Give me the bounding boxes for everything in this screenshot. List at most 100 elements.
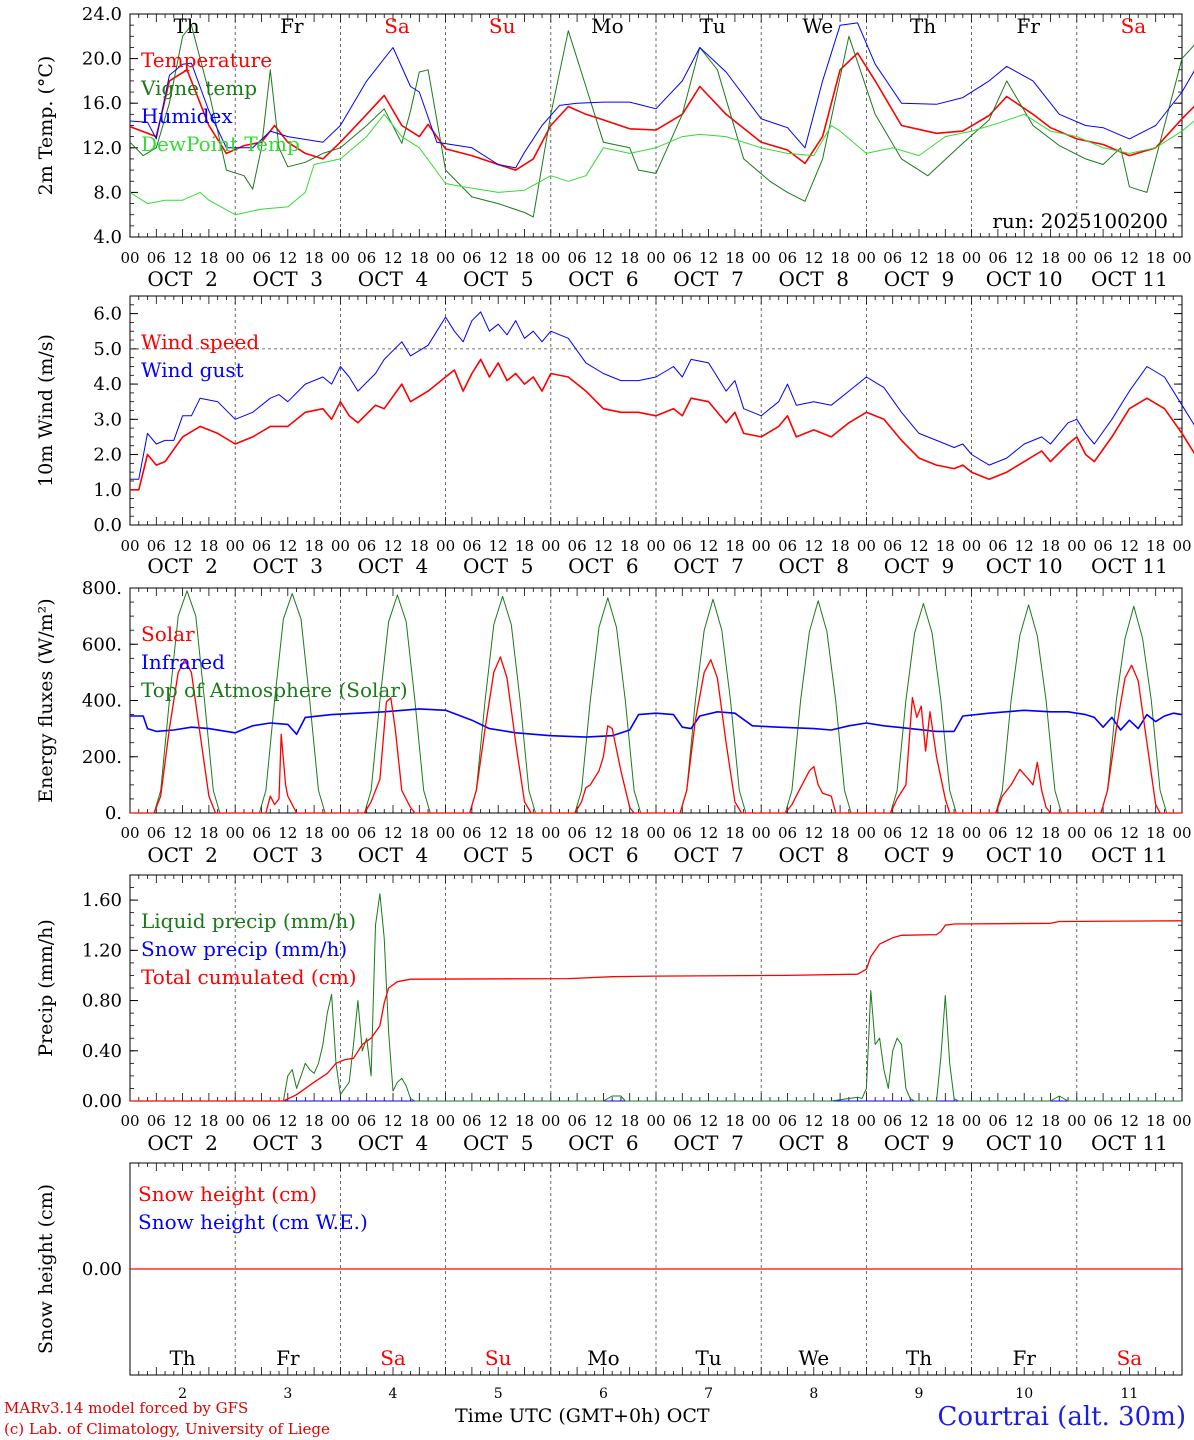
hour-tick-label: 06 (462, 249, 481, 267)
weekday-label: Th (169, 1346, 195, 1370)
date-label: OCT 10 (986, 554, 1063, 578)
hour-tick-label: 18 (725, 824, 744, 842)
hour-tick-label: 18 (410, 249, 429, 267)
hour-tick-label: 18 (199, 1112, 218, 1130)
hour-tick-label: 06 (462, 1112, 481, 1130)
hour-tick-label: 00 (331, 249, 350, 267)
hour-tick-label: 12 (804, 249, 823, 267)
hour-tick-label: 12 (804, 1112, 823, 1130)
hour-tick-label: 00 (436, 824, 455, 842)
hour-tick-label: 12 (909, 537, 928, 555)
hour-tick-label: 12 (383, 824, 402, 842)
y-tick-label: 4.0 (93, 374, 122, 395)
hour-tick-label: 00 (1172, 249, 1191, 267)
y-tick-label: 2.0 (93, 445, 122, 466)
hour-tick-label: 18 (1146, 824, 1165, 842)
hour-tick-label: 06 (147, 249, 166, 267)
day-number-label: 11 (1120, 1386, 1138, 1402)
panel-5: 0.00 Snow height (cm) Snow height (cm) Snow… (35, 1162, 1183, 1402)
date-label: OCT 10 (986, 267, 1063, 291)
hour-tick-label: 06 (883, 249, 902, 267)
series-line-wind-speed (130, 358, 1194, 491)
hour-tick-label: 18 (831, 1112, 850, 1130)
hour-tick-label: 06 (673, 537, 692, 555)
hour-tick-label: 06 (673, 824, 692, 842)
copyright-credit: (c) Lab. of Climatology, University of L… (4, 1420, 330, 1438)
run-annotation: run: 2025100200 (992, 209, 1168, 233)
date-label: OCT 5 (463, 554, 533, 578)
y-tick-label: 6.0 (93, 304, 122, 325)
date-label: OCT 11 (1091, 843, 1168, 867)
hour-tick-label: 06 (357, 824, 376, 842)
hour-tick-label: 00 (541, 824, 560, 842)
panel-2: 0.0 1.0 2.0 3.0 4.0 5.0 6.0 10m Wind (m/s) Wind … (35, 295, 1194, 578)
hour-tick-label: 06 (357, 1112, 376, 1130)
hour-tick-label: 18 (831, 537, 850, 555)
hour-tick-label: 18 (620, 1112, 639, 1130)
hour-tick-label: 00 (1067, 537, 1086, 555)
hour-tick-label: 00 (1067, 1112, 1086, 1130)
date-label: OCT 7 (673, 1131, 743, 1155)
hour-tick-label: 06 (883, 1112, 902, 1130)
hour-tick-label: 12 (278, 1112, 297, 1130)
date-label: OCT 2 (147, 1131, 217, 1155)
hour-tick-label: 12 (489, 249, 508, 267)
date-label: OCT 11 (1091, 1131, 1168, 1155)
legend-entry: Snow height (cm) (138, 1182, 317, 1206)
date-label: OCT 2 (147, 554, 217, 578)
date-label: OCT 8 (779, 843, 849, 867)
hour-tick-label: 12 (1015, 824, 1034, 842)
date-label: OCT 6 (568, 267, 638, 291)
hour-tick-label: 18 (936, 537, 955, 555)
legend-entry: Top of Atmosphere (Solar) (141, 678, 408, 702)
y-tick-label: 20.0 (82, 49, 122, 70)
weekday-label: Sa (380, 1346, 406, 1370)
y-tick-label: 600. (82, 634, 122, 655)
date-label: OCT 4 (358, 1131, 428, 1155)
date-label: OCT 3 (253, 843, 323, 867)
series-line-dewpoint-temp (129, 113, 1194, 216)
hour-tick-label: 18 (305, 824, 324, 842)
hour-tick-label: 18 (515, 249, 534, 267)
day-number-label: 3 (283, 1386, 292, 1402)
hour-tick-label: 00 (1172, 1112, 1191, 1130)
weekday-label: Th (906, 1346, 932, 1370)
weekday-label: Fr (280, 14, 304, 38)
hour-tick-label: 12 (489, 1112, 508, 1130)
date-label: OCT 9 (884, 267, 954, 291)
hour-tick-label: 06 (1094, 249, 1113, 267)
hour-tick-label: 12 (173, 537, 192, 555)
hour-tick-label: 00 (962, 1112, 981, 1130)
hour-tick-label: 06 (147, 824, 166, 842)
hour-tick-label: 18 (620, 537, 639, 555)
hour-tick-label: 12 (173, 249, 192, 267)
hour-tick-label: 12 (699, 537, 718, 555)
series-line-infrared (130, 708, 1183, 738)
hour-tick-label: 06 (252, 1112, 271, 1130)
date-label: OCT 3 (253, 1131, 323, 1155)
weekday-label: Fr (276, 1346, 300, 1370)
hour-tick-label: 06 (568, 249, 587, 267)
y-tick-label: 5.0 (93, 339, 122, 360)
hour-tick-label: 06 (357, 537, 376, 555)
y-tick-label: 400. (82, 691, 122, 712)
hour-tick-label: 18 (1041, 249, 1060, 267)
legend-entry: Wind gust (141, 358, 244, 382)
hour-tick-label: 06 (778, 824, 797, 842)
weekday-label: Su (485, 1346, 512, 1370)
hour-tick-label: 12 (699, 1112, 718, 1130)
hour-tick-label: 12 (804, 824, 823, 842)
hour-tick-label: 12 (173, 1112, 192, 1130)
hour-tick-label: 12 (909, 249, 928, 267)
day-number-label: 7 (704, 1386, 713, 1402)
hour-tick-label: 06 (673, 249, 692, 267)
hour-tick-label: 00 (226, 1112, 245, 1130)
date-label: OCT 8 (779, 554, 849, 578)
hour-tick-label: 18 (1041, 824, 1060, 842)
hour-tick-label: 06 (883, 537, 902, 555)
date-label: OCT 3 (253, 267, 323, 291)
weekday-label: Su (489, 14, 516, 38)
y-tick-label: 0.40 (82, 1041, 122, 1062)
hour-tick-label: 12 (278, 824, 297, 842)
day-number-label: 9 (915, 1386, 924, 1402)
